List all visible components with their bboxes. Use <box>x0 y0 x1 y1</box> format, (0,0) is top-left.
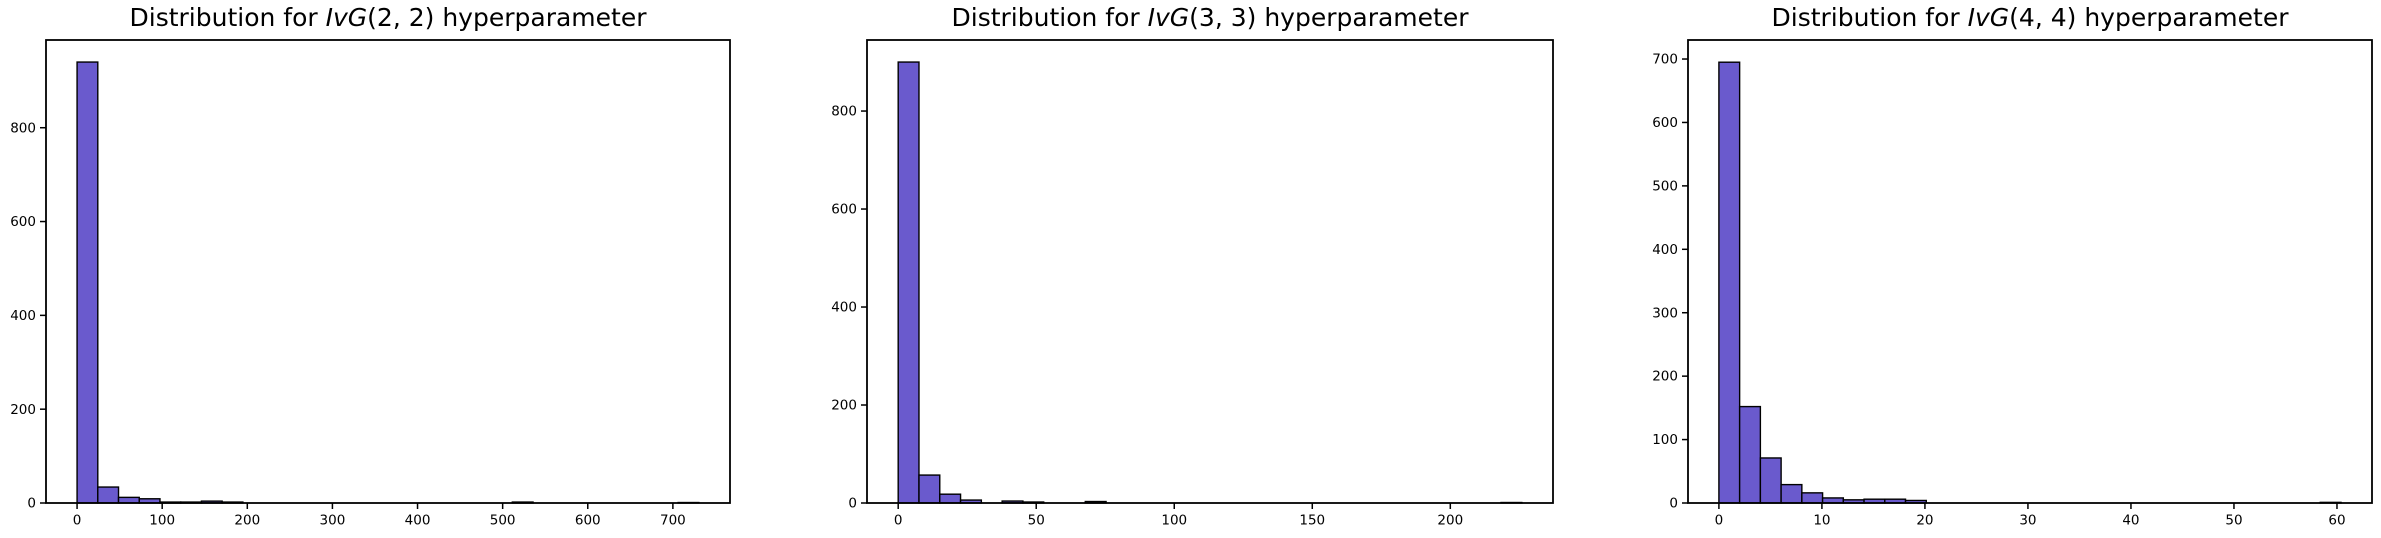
title-prefix: Distribution for <box>129 3 326 32</box>
y-tick-label: 300 <box>1652 305 1678 321</box>
y-tick-label: 400 <box>10 308 36 324</box>
x-tick-label: 0 <box>894 513 903 529</box>
histogram-bar <box>76 61 99 504</box>
y-tick-label: 100 <box>1652 432 1678 448</box>
y-tick-label: 0 <box>848 496 857 512</box>
y-tick-label: 600 <box>10 214 36 230</box>
x-tick-label: 60 <box>2328 513 2345 529</box>
y-tick-label: 400 <box>1652 242 1678 258</box>
x-tick-label: 500 <box>490 513 516 529</box>
histogram-bar <box>918 474 941 504</box>
title-math-symbol: IvG <box>325 3 368 32</box>
y-tick-label: 600 <box>1652 115 1678 131</box>
chart-2: 0 50 100 150 200 0 200 400 600 800 <box>831 39 1554 529</box>
x-tick-label: 0 <box>73 513 82 529</box>
histogram-bar <box>1738 405 1762 504</box>
plot-border <box>45 39 731 504</box>
x-tick-label: 150 <box>1299 513 1325 529</box>
y-tick-label: 700 <box>1652 52 1678 68</box>
histogram-bar <box>897 61 920 504</box>
x-tick-label: 100 <box>149 513 175 529</box>
plot-border <box>866 39 1554 504</box>
x-tick-label: 50 <box>1028 513 1045 529</box>
y-tick-label: 200 <box>1652 369 1678 385</box>
x-tick-label: 100 <box>1161 513 1187 529</box>
title-math-symbol: IvG <box>1967 3 2010 32</box>
title-prefix: Distribution for <box>951 3 1148 32</box>
chart-title: Distribution for IvG(2, 2) hyperparamete… <box>46 3 730 33</box>
chart-title: Distribution for IvG(3, 3) hyperparamete… <box>867 3 1553 33</box>
y-tick-label: 0 <box>1669 496 1678 512</box>
histogram-bar <box>1759 457 1782 504</box>
y-tick-label: 500 <box>1652 178 1678 194</box>
chart-1: 0 100 200 300 400 500 600 700 0 200 400 600 800 <box>10 39 731 529</box>
x-tick-label: 400 <box>405 513 431 529</box>
x-tick-label: 200 <box>234 513 260 529</box>
x-tick-label: 50 <box>2225 513 2242 529</box>
y-tick-label: 200 <box>10 402 36 418</box>
title-suffix: (3, 3) hyperparameter <box>1189 3 1469 32</box>
plot-border <box>1687 39 2373 504</box>
x-tick-label: 600 <box>575 513 601 529</box>
title-suffix: (2, 2) hyperparameter <box>367 3 647 32</box>
x-tick-label: 40 <box>2122 513 2139 529</box>
x-tick-label: 0 <box>1715 513 1724 529</box>
chart-title: Distribution for IvG(4, 4) hyperparamete… <box>1688 3 2372 33</box>
title-prefix: Distribution for <box>1771 3 1968 32</box>
title-suffix: (4, 4) hyperparameter <box>2009 3 2289 32</box>
histogram-bar <box>1780 483 1803 504</box>
histogram-bar <box>97 486 120 504</box>
x-tick-label: 20 <box>1916 513 1933 529</box>
y-tick-label: 800 <box>10 120 36 136</box>
x-tick-label: 30 <box>2019 513 2036 529</box>
title-math-symbol: IvG <box>1147 3 1190 32</box>
x-tick-label: 300 <box>320 513 346 529</box>
x-tick-label: 700 <box>660 513 686 529</box>
histogram-bar <box>1801 492 1824 504</box>
y-tick-label: 0 <box>27 496 36 512</box>
y-tick-label: 400 <box>831 300 857 316</box>
y-tick-label: 200 <box>831 398 857 414</box>
y-tick-label: 800 <box>831 104 857 120</box>
histogram-bar <box>939 493 962 504</box>
x-tick-label: 200 <box>1437 513 1463 529</box>
x-tick-label: 10 <box>1813 513 1830 529</box>
y-tick-label: 600 <box>831 202 857 218</box>
histogram-bar <box>1718 61 1741 504</box>
